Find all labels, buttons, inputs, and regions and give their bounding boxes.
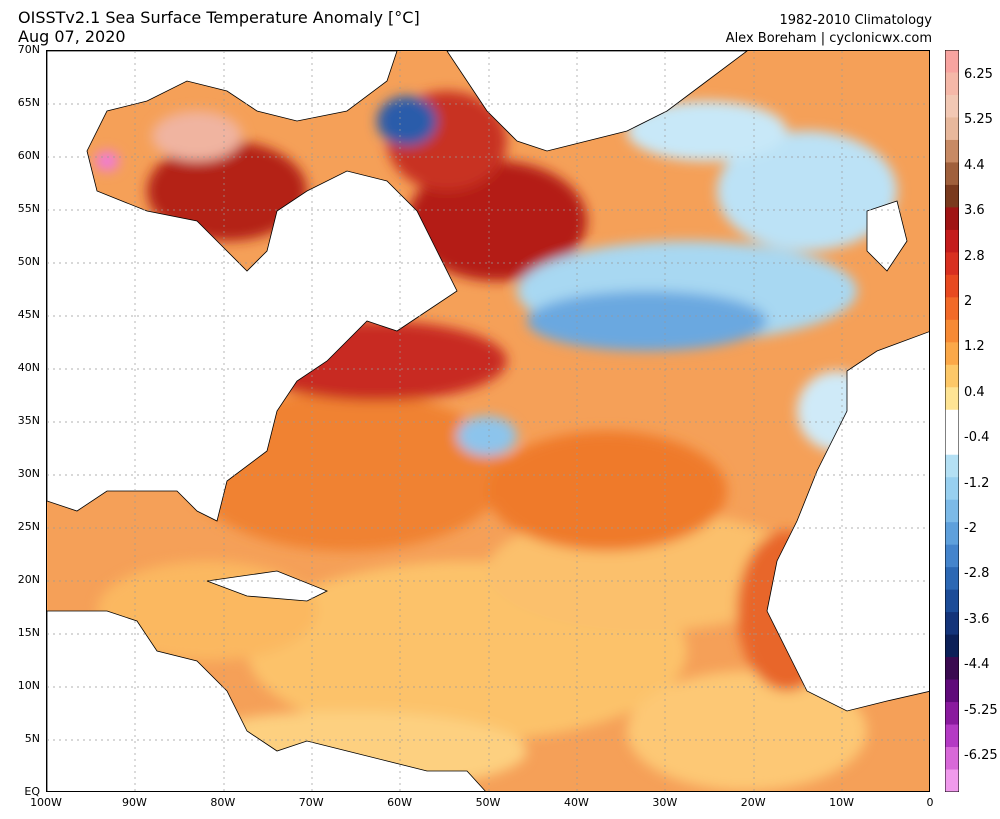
colorbar-tick-label: -3.6	[964, 611, 990, 627]
lon-tick-label: 70W	[298, 796, 324, 809]
colorbar-swatch	[945, 94, 959, 118]
colorbar-tick-label: 6.25	[964, 67, 993, 82]
colorbar-swatch	[945, 274, 959, 298]
colorbar-tick-label: -1.2	[964, 475, 990, 491]
colorbar-swatch	[945, 679, 959, 703]
sst-anomaly-map	[46, 50, 930, 792]
map-date: Aug 07, 2020	[18, 27, 126, 46]
graticule	[47, 51, 929, 791]
colorbar-tick-label: -5.25	[964, 702, 998, 718]
lat-tick-label: 40N	[17, 361, 40, 374]
colorbar-swatch	[945, 454, 959, 478]
colorbar-tick-label: 0.4	[964, 384, 985, 400]
colorbar-swatch	[945, 432, 959, 456]
colorbar	[945, 50, 959, 792]
british-isles	[866, 200, 908, 272]
colorbar-swatch	[945, 117, 959, 141]
north-america	[47, 51, 458, 522]
colorbar-swatch	[945, 50, 959, 73]
colorbar-swatch	[945, 409, 959, 433]
lat-tick-label: 60N	[17, 149, 40, 162]
title-block: OISSTv2.1 Sea Surface Temperature Anomal…	[18, 8, 420, 46]
lon-tick-label: 20W	[740, 796, 766, 809]
colorbar-tick-label: 1.2	[964, 339, 985, 355]
colorbar-swatch	[945, 589, 959, 613]
colorbar-swatch	[945, 522, 959, 546]
central-south-america	[47, 610, 486, 791]
credit-label: Alex Boreham | cyclonicwx.com	[725, 31, 932, 46]
lon-tick-label: 60W	[387, 796, 413, 809]
lat-tick-label: 50N	[17, 255, 40, 268]
africa-europe	[766, 331, 929, 712]
lon-tick-label: 10W	[829, 796, 855, 809]
cuba	[206, 570, 328, 602]
map-canvas	[47, 51, 929, 791]
colorbar-swatch	[945, 477, 959, 501]
colorbar-swatch	[945, 252, 959, 276]
lat-tick-label: 10N	[17, 679, 40, 692]
colorbar-tick-label: -6.25	[964, 748, 998, 763]
colorbar-tick-label: 3.6	[964, 203, 985, 219]
colorbar-tick-label: -4.4	[964, 657, 990, 673]
colorbar-swatch	[945, 612, 959, 636]
lat-tick-label: 55N	[17, 202, 40, 215]
colorbar-swatch	[945, 72, 959, 96]
colorbar-swatch	[945, 724, 959, 748]
greenland	[446, 51, 748, 152]
land-masses	[47, 51, 929, 791]
lat-tick-label: 5N	[24, 732, 40, 745]
lat-tick-label: EQ	[24, 785, 40, 798]
lon-tick-label: 30W	[652, 796, 678, 809]
lon-tick-label: 90W	[121, 796, 147, 809]
colorbar-tick-label: -2.8	[964, 566, 990, 582]
colorbar-swatch	[945, 364, 959, 388]
colorbar-swatch	[945, 229, 959, 253]
lat-tick-label: 15N	[17, 626, 40, 639]
colorbar-swatch	[945, 499, 959, 523]
lat-tick-label: 70N	[17, 43, 40, 56]
credit-block: 1982-2010 Climatology Alex Boreham | cyc…	[726, 12, 932, 48]
colorbar-tick-label: -2	[964, 521, 977, 536]
lat-tick-label: 65N	[17, 96, 40, 109]
colorbar-swatch	[945, 297, 959, 321]
lat-tick-label: 35N	[17, 414, 40, 427]
colorbar-swatch	[945, 657, 959, 681]
lat-tick-label: 30N	[17, 467, 40, 480]
lat-tick-label: 45N	[17, 308, 40, 321]
colorbar-swatch	[945, 544, 959, 568]
colorbar-tick-label: -0.4	[964, 430, 990, 446]
lon-tick-label: 50W	[475, 796, 501, 809]
colorbar-swatch	[945, 162, 959, 186]
colorbar-swatch	[945, 184, 959, 208]
colorbar-tick-label: 5.25	[964, 112, 993, 128]
colorbar-swatch	[945, 567, 959, 591]
colorbar-swatch	[945, 702, 959, 726]
anomaly-field	[47, 91, 897, 791]
lon-tick-label: 80W	[210, 796, 236, 809]
colorbar-tick-label: 2	[964, 294, 973, 309]
climatology-label: 1982-2010 Climatology	[779, 13, 932, 28]
colorbar-tick-label: 2.8	[964, 248, 985, 264]
lon-tick-label: 0	[926, 796, 934, 809]
lat-tick-label: 20N	[17, 573, 40, 586]
lon-tick-label: 40W	[563, 796, 589, 809]
colorbar-tick-label: 4.4	[964, 157, 985, 173]
lat-tick-label: 25N	[17, 520, 40, 533]
colorbar-swatch	[945, 319, 959, 343]
colorbar-swatch	[945, 747, 959, 771]
colorbar-swatch	[945, 387, 959, 411]
colorbar-swatch	[945, 139, 959, 163]
colorbar-swatch	[945, 207, 959, 231]
map-title: OISSTv2.1 Sea Surface Temperature Anomal…	[18, 8, 420, 27]
lon-tick-label: 100W	[30, 796, 62, 809]
colorbar-swatch	[945, 634, 959, 658]
colorbar-swatch	[945, 769, 959, 792]
colorbar-swatch	[945, 342, 959, 366]
